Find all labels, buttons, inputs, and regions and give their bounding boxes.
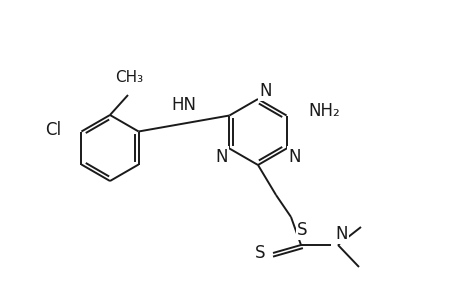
Text: NH₂: NH₂	[308, 101, 340, 119]
Text: S: S	[254, 244, 264, 262]
Text: CH₃: CH₃	[115, 70, 143, 85]
Text: N: N	[259, 82, 272, 100]
Text: S: S	[297, 221, 307, 239]
Text: HN: HN	[171, 95, 196, 113]
Text: Cl: Cl	[45, 121, 62, 139]
Text: N: N	[334, 225, 347, 243]
Text: N: N	[288, 148, 300, 166]
Text: N: N	[215, 148, 227, 166]
